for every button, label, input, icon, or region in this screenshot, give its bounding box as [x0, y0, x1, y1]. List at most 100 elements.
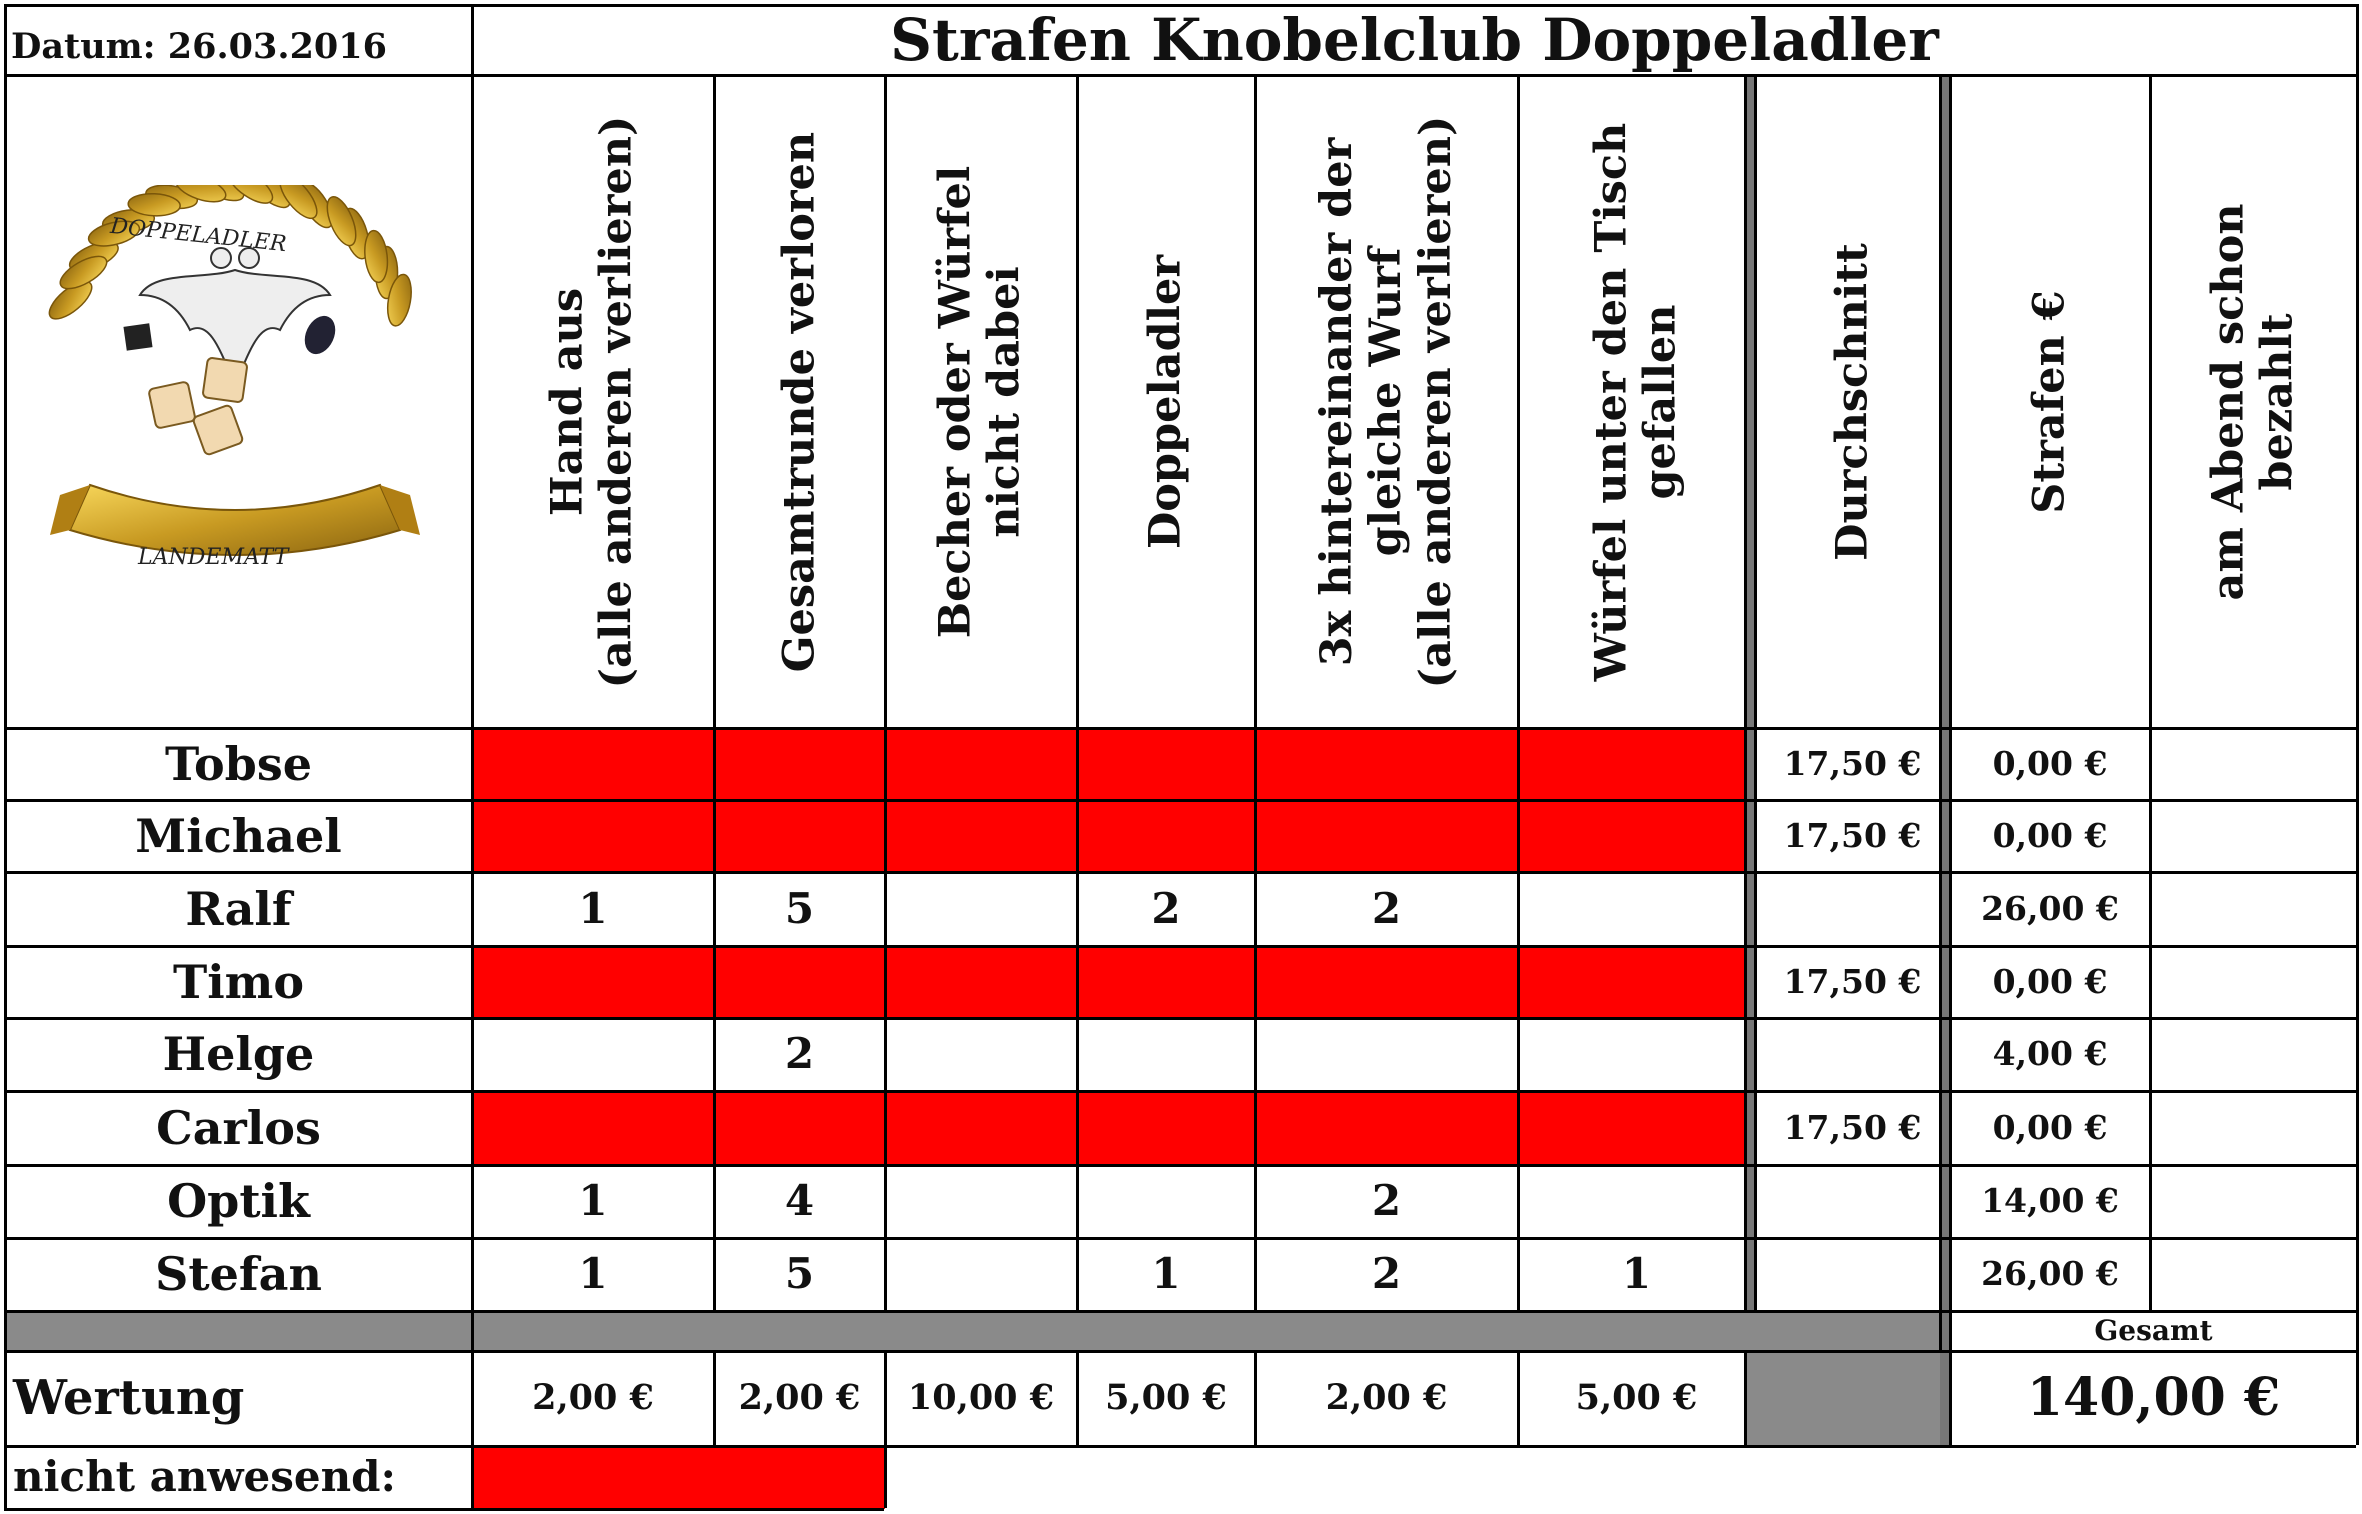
penalty-count[interactable]	[1077, 728, 1255, 800]
penalty-count[interactable]	[885, 1018, 1077, 1091]
column-header-9: am Abend schon bezahlt	[2150, 75, 2357, 728]
rating-value: 5,00 €	[1575, 1377, 1698, 1419]
penalty-count[interactable]	[885, 946, 1077, 1018]
paid-cell[interactable]	[2150, 1091, 2357, 1165]
penalty-count[interactable]	[472, 946, 714, 1018]
penalty-count[interactable]	[714, 800, 885, 872]
col-line	[1076, 74, 1079, 1310]
penalty-count[interactable]	[1518, 1018, 1755, 1091]
penalty-count[interactable]	[1255, 1018, 1518, 1091]
column-header-1: Hand aus (alle anderen verlieren)	[472, 75, 714, 728]
penalty-count[interactable]: 1	[1621, 1249, 1652, 1299]
penalty-count[interactable]	[714, 946, 885, 1018]
player-name: Michael	[135, 808, 342, 863]
col-line	[1254, 1350, 1257, 1445]
penalty-count[interactable]	[1518, 800, 1755, 872]
penalty-count[interactable]: 4	[784, 1176, 815, 1226]
penalty-count[interactable]	[472, 800, 714, 872]
penalty-count[interactable]: 5	[784, 883, 815, 933]
column-header-6: Würfel unter den Tisch gefallen	[1518, 75, 1755, 728]
column-header-line: gefallen	[1635, 303, 1686, 500]
average-cell: 17,50 €	[1783, 1107, 1922, 1147]
penalty-count[interactable]	[1255, 728, 1518, 800]
penalty-count[interactable]	[1518, 872, 1755, 946]
penalty-count[interactable]	[885, 1091, 1077, 1165]
rating-value: 2,00 €	[738, 1377, 861, 1419]
penalty-count[interactable]: 1	[578, 1249, 608, 1299]
laurel-leaf	[364, 229, 389, 284]
penalty-count[interactable]: 1	[578, 1176, 608, 1226]
player-name: Tobse	[165, 736, 312, 791]
paid-cell[interactable]	[2150, 872, 2357, 946]
logo-bottom-text: LANDEMATT	[138, 545, 289, 570]
penalty-count[interactable]	[1077, 800, 1255, 872]
penalty-count[interactable]: 5	[784, 1249, 815, 1299]
column-header-3: Becher oder Würfel nicht dabei	[885, 75, 1077, 728]
penalty-count[interactable]	[1518, 1165, 1755, 1238]
column-header-label: Gesamtrunde verloren	[774, 131, 824, 671]
penalty-count[interactable]	[1518, 946, 1755, 1018]
paid-cell[interactable]	[2150, 728, 2357, 800]
penalty-count[interactable]	[1077, 946, 1255, 1018]
penalty-count[interactable]	[472, 1091, 714, 1165]
penalty-count[interactable]	[714, 1091, 885, 1165]
penalty-count[interactable]: 2	[784, 1029, 815, 1079]
paid-cell[interactable]	[2150, 1018, 2357, 1091]
column-header-line: (alle anderen verlieren)	[592, 115, 642, 688]
row-line	[4, 871, 2356, 874]
penalty-count[interactable]	[1518, 728, 1755, 800]
col-line	[713, 74, 716, 1310]
penalty-count[interactable]	[472, 1018, 714, 1091]
fine-total: 26,00 €	[1981, 888, 2119, 928]
paid-cell[interactable]	[2150, 1165, 2357, 1238]
fine-total: 0,00 €	[1992, 815, 2108, 855]
player-name: Helge	[162, 1027, 315, 1082]
penalty-count[interactable]	[1077, 1091, 1255, 1165]
paid-cell[interactable]	[2150, 946, 2357, 1018]
penalty-count[interactable]: 2	[1151, 883, 1181, 933]
penalty-count[interactable]	[1255, 1091, 1518, 1165]
fine-total: 14,00 €	[1981, 1181, 2119, 1221]
penalty-count[interactable]	[1255, 946, 1518, 1018]
paid-cell[interactable]	[2150, 800, 2357, 872]
column-header-line: am Abend schon	[2203, 202, 2254, 601]
penalty-count[interactable]	[1518, 1091, 1755, 1165]
penalty-count[interactable]	[1255, 800, 1518, 872]
grid-line	[1744, 74, 1747, 1310]
column-header-label: Becher oder Würfel nicht dabei	[931, 165, 1031, 638]
grid-line	[4, 4, 7, 1508]
column-header-label: Würfel unter den Tisch gefallen	[1586, 122, 1686, 681]
grid-line	[4, 74, 2356, 77]
penalty-count[interactable]	[1077, 1165, 1255, 1238]
fine-total: 0,00 €	[1992, 1107, 2108, 1147]
column-header-label: am Abend schon bezahlt	[2203, 202, 2303, 601]
penalty-count[interactable]: 1	[578, 883, 608, 933]
rating-value: 10,00 €	[907, 1377, 1055, 1419]
penalty-count[interactable]	[472, 728, 714, 800]
laurel-wreath-icon	[48, 167, 420, 556]
double-rule-2	[1940, 75, 1950, 1446]
penalty-count[interactable]	[885, 872, 1077, 946]
penalty-count[interactable]: 2	[1371, 883, 1402, 933]
penalty-count[interactable]	[714, 728, 885, 800]
penalty-count[interactable]	[1077, 1018, 1255, 1091]
paid-cell[interactable]	[2150, 1238, 2357, 1311]
penalty-count[interactable]: 2	[1371, 1176, 1402, 1226]
penalty-count[interactable]: 1	[1151, 1249, 1181, 1299]
penalty-count[interactable]	[885, 800, 1077, 872]
grid-line	[1754, 74, 1757, 1310]
penalty-count[interactable]	[885, 728, 1077, 800]
penalty-count[interactable]	[885, 1238, 1077, 1311]
laurel-leaf	[127, 192, 181, 217]
column-header-line: Würfel unter den Tisch	[1586, 122, 1637, 681]
grid-line	[1949, 74, 1952, 1445]
col-line	[1076, 1350, 1079, 1445]
average-cell	[1755, 1018, 1950, 1091]
absent-legend-label: nicht anwesend:	[13, 1452, 397, 1502]
player-name: Timo	[172, 954, 305, 1009]
grid-line	[4, 1350, 2356, 1353]
absent-legend-swatch	[472, 1446, 885, 1509]
separator-row	[5, 1311, 1950, 1351]
penalty-count[interactable]: 2	[1371, 1249, 1402, 1299]
penalty-count[interactable]	[885, 1165, 1077, 1238]
